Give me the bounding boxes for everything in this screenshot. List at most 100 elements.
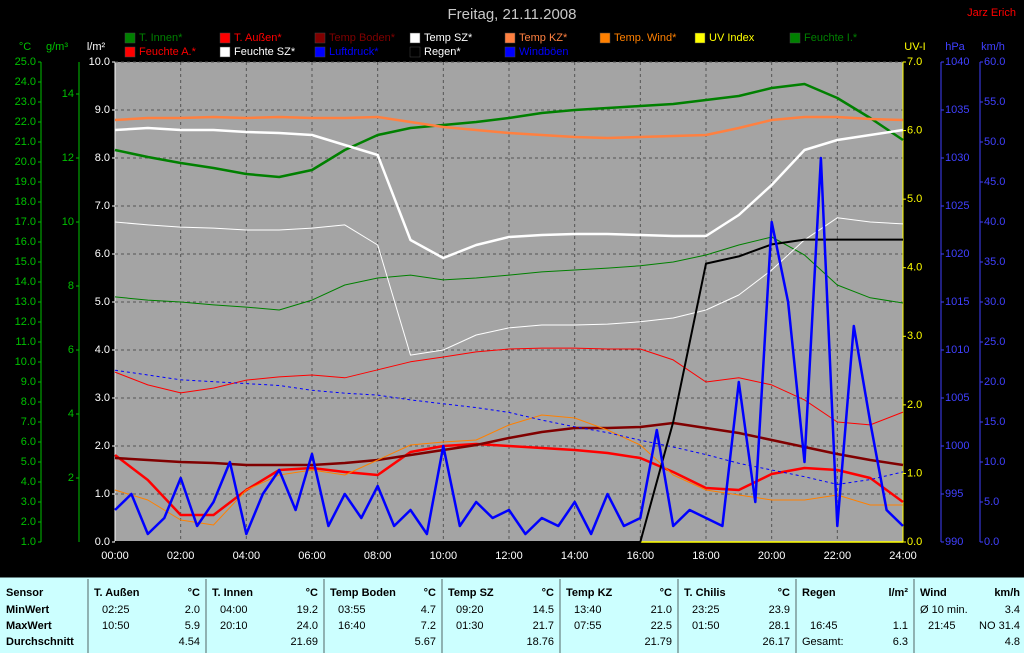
y-tick-label: 1015	[945, 296, 969, 308]
x-tick-label: 20:00	[758, 550, 786, 562]
y-tick-label: 10.0	[89, 56, 110, 68]
legend-swatch	[694, 32, 706, 44]
y-tick-label: 2	[68, 472, 74, 484]
y-tick-label: 21.0	[15, 136, 36, 148]
axis-title: UV-I	[904, 41, 925, 53]
legend-swatch	[789, 32, 801, 44]
y-tick-label: 18.0	[15, 196, 36, 208]
legend-swatch	[409, 32, 421, 44]
y-tick-label: 9.0	[21, 376, 36, 388]
cell-value: NO 31.4	[979, 620, 1020, 632]
group-name: T. Innen	[212, 587, 253, 599]
y-tick-label: 13.0	[15, 296, 36, 308]
x-tick-label: 22:00	[824, 550, 852, 562]
y-tick-label: 20.0	[984, 376, 1005, 388]
row-label: MaxWert	[6, 620, 52, 632]
y-tick-label: 6.0	[95, 248, 110, 260]
x-tick-label: 00:00	[101, 550, 129, 562]
y-tick-label: 25.0	[15, 56, 36, 68]
y-tick-label: 1025	[945, 200, 969, 212]
legend-label: Luftdruck*	[329, 46, 379, 58]
y-tick-label: 7.0	[95, 200, 110, 212]
cell-label: 16:40	[338, 620, 366, 632]
cell-label: 03:55	[338, 604, 366, 616]
y-tick-label: 1040	[945, 56, 969, 68]
group-name: Temp Boden	[330, 587, 396, 599]
cell-value: 5.9	[185, 620, 200, 632]
y-tick-label: 995	[945, 488, 963, 500]
legend-label: Temp. Wind*	[614, 32, 677, 44]
y-tick-label: 7.0	[21, 416, 36, 428]
cell-label: 16:45	[810, 620, 838, 632]
cell-label: 21:45	[928, 620, 956, 632]
y-tick-label: 8	[68, 280, 74, 292]
chart-title: Freitag, 21.11.2008	[448, 6, 577, 23]
cell-label: 01:30	[456, 620, 484, 632]
y-tick-label: 9.0	[95, 104, 110, 116]
y-tick-label: 30.0	[984, 296, 1005, 308]
y-tick-label: 6	[68, 344, 74, 356]
group-name: T. Chilis	[684, 587, 726, 599]
y-tick-label: 10.0	[15, 356, 36, 368]
x-tick-label: 16:00	[627, 550, 655, 562]
series-line	[114, 217, 904, 356]
group-unit: l/m²	[888, 587, 908, 599]
cell-value: 5.67	[415, 636, 436, 648]
y-tick-label: 0.0	[95, 536, 110, 548]
y-tick-label: 1005	[945, 392, 969, 404]
cell-label: Ø 10 min.	[920, 604, 968, 616]
legend-label: Feuchte A.*	[139, 46, 197, 58]
table-header: Sensor	[6, 587, 44, 599]
y-tick-label: 11.0	[15, 336, 36, 348]
group-name: T. Außen	[94, 587, 140, 599]
group-unit: °C	[778, 587, 790, 599]
y-tick-label: 60.0	[984, 56, 1005, 68]
y-tick-label: 10	[62, 216, 74, 228]
y-tick-label: 45.0	[984, 176, 1005, 188]
legend-label: Feuchte I.*	[804, 32, 858, 44]
series-line	[114, 82, 904, 179]
cell-label: 10:50	[102, 620, 130, 632]
cell-value: 18.76	[526, 636, 554, 648]
x-tick-label: 04:00	[233, 550, 261, 562]
y-tick-label: 0.0	[984, 536, 999, 548]
y-tick-label: 55.0	[984, 96, 1005, 108]
cell-label: 04:00	[220, 604, 248, 616]
legend-swatch	[124, 46, 136, 58]
y-tick-label: 4.0	[95, 344, 110, 356]
cell-value: 7.2	[421, 620, 436, 632]
series-line	[114, 369, 904, 485]
series-line	[114, 421, 904, 467]
y-tick-label: 1020	[945, 248, 969, 260]
stats-table: Sensor MinWert MaxWert Durchschnitt T. Außen…	[6, 579, 1020, 653]
cell-value: 21.0	[651, 604, 672, 616]
y-tick-label: 1.0	[21, 536, 36, 548]
y-tick-label: 1.0	[95, 488, 110, 500]
cell-value: 23.9	[769, 604, 790, 616]
axis-title: °C	[19, 41, 31, 53]
cell-label: 13:40	[574, 604, 602, 616]
cell-value: 2.0	[185, 604, 200, 616]
series-line	[114, 414, 903, 526]
y-tick-label: 6.0	[907, 124, 922, 136]
legend-label: T. Außen*	[234, 32, 282, 44]
y-tick-label: 22.0	[15, 116, 36, 128]
cell-value: 28.1	[769, 620, 790, 632]
y-tick-label: 4.0	[907, 262, 922, 274]
cell-label: Gesamt:	[802, 636, 844, 648]
x-tick-label: 12:00	[495, 550, 523, 562]
y-tick-label: 3.0	[95, 392, 110, 404]
group-name: Temp KZ	[566, 587, 613, 599]
y-tick-label: 12	[62, 152, 74, 164]
y-tick-label: 6.0	[21, 436, 36, 448]
legend-swatch	[219, 46, 231, 58]
y-tick-label: 14	[62, 88, 74, 100]
y-tick-label: 15.0	[15, 256, 36, 268]
y-tick-label: 1030	[945, 152, 969, 164]
y-tick-label: 1035	[945, 104, 969, 116]
y-tick-label: 14.0	[15, 276, 36, 288]
y-tick-label: 19.0	[15, 176, 36, 188]
group-name: Regen	[802, 587, 836, 599]
